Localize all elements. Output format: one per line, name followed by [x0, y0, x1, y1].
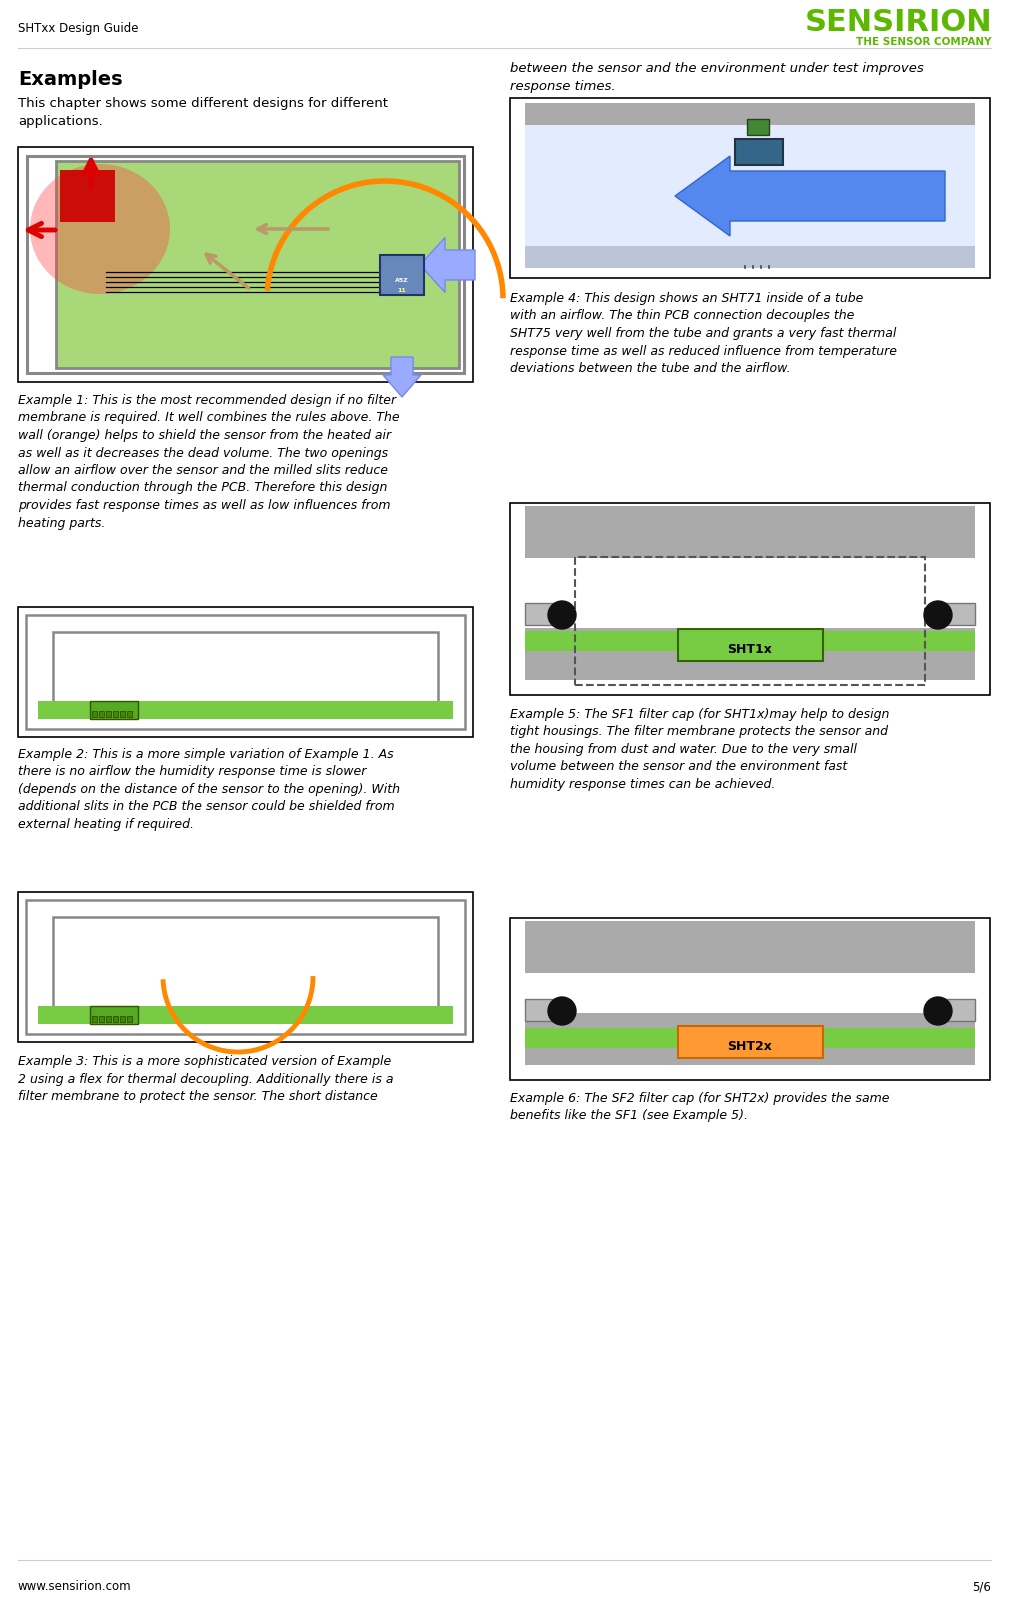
Bar — [113, 1016, 118, 1023]
Text: 5/6: 5/6 — [972, 1580, 991, 1593]
Bar — [26, 900, 465, 1034]
Text: Example 3: This is a more sophisticated version of Example
2 using a flex for th: Example 3: This is a more sophisticated … — [18, 1055, 394, 1103]
Bar — [678, 630, 823, 662]
Text: Example 5: The SF1 filter cap (for SHT1x)may help to design
tight housings. The : Example 5: The SF1 filter cap (for SHT1x… — [510, 708, 889, 791]
Text: THE SENSOR COMPANY: THE SENSOR COMPANY — [857, 37, 992, 46]
Bar — [113, 711, 118, 718]
Text: 11: 11 — [398, 288, 407, 292]
Text: www.sensirion.com: www.sensirion.com — [18, 1580, 131, 1593]
Circle shape — [924, 601, 952, 630]
Bar — [92, 1016, 97, 1023]
Text: Example 1: This is the most recommended design if no filter
membrane is required: Example 1: This is the most recommended … — [18, 395, 400, 529]
Bar — [57, 161, 459, 368]
Bar — [99, 1016, 104, 1023]
Text: SHTxx Design Guide: SHTxx Design Guide — [18, 22, 138, 35]
Bar — [92, 711, 97, 718]
Text: Example 4: This design shows an SHT71 inside of a tube
with an airflow. The thin: Example 4: This design shows an SHT71 in… — [510, 292, 897, 376]
FancyArrow shape — [675, 157, 945, 237]
Bar — [18, 607, 473, 737]
Bar — [525, 125, 975, 268]
Text: This chapter shows some different designs for different
applications.: This chapter shows some different design… — [18, 97, 388, 128]
Bar — [38, 1007, 453, 1024]
Bar — [18, 147, 473, 382]
Bar — [53, 917, 438, 1016]
Bar — [99, 711, 104, 718]
Bar — [937, 999, 975, 1021]
Bar — [525, 628, 975, 681]
Bar — [510, 917, 990, 1080]
Bar — [575, 558, 925, 686]
Bar — [525, 920, 975, 973]
Circle shape — [548, 601, 576, 630]
Bar — [735, 139, 783, 165]
Text: A5Z: A5Z — [396, 278, 409, 283]
Bar — [525, 602, 563, 625]
Text: SENSIRION: SENSIRION — [804, 8, 992, 37]
Bar — [120, 1016, 125, 1023]
Text: Example 6: The SF2 filter cap (for SHT2x) provides the same
benefits like the SF: Example 6: The SF2 filter cap (for SHT2x… — [510, 1091, 890, 1122]
Bar — [27, 157, 464, 372]
Bar — [18, 892, 473, 1042]
Text: Example 2: This is a more simple variation of Example 1. As
there is no airflow : Example 2: This is a more simple variati… — [18, 748, 400, 831]
Bar — [60, 169, 115, 222]
Bar — [127, 1016, 132, 1023]
Bar — [90, 1007, 138, 1024]
Bar — [127, 711, 132, 718]
Bar — [57, 161, 459, 368]
Bar — [525, 999, 563, 1021]
Circle shape — [548, 997, 576, 1024]
Bar — [510, 503, 990, 695]
Text: Examples: Examples — [18, 70, 123, 89]
Bar — [747, 118, 769, 134]
Bar — [678, 1026, 823, 1058]
Text: between the sensor and the environment under test improves
response times.: between the sensor and the environment u… — [510, 62, 924, 93]
Bar — [525, 631, 975, 650]
Bar — [53, 631, 438, 713]
Bar — [90, 702, 138, 719]
Bar — [120, 711, 125, 718]
Text: SHT2x: SHT2x — [727, 1040, 773, 1053]
Circle shape — [924, 997, 952, 1024]
Bar — [380, 256, 424, 296]
Text: SHT1x: SHT1x — [727, 642, 773, 657]
Bar — [525, 1028, 975, 1048]
Bar — [525, 246, 975, 268]
FancyArrow shape — [383, 356, 421, 396]
Bar — [525, 507, 975, 558]
Bar — [510, 97, 990, 278]
Bar — [106, 711, 111, 718]
FancyArrow shape — [420, 238, 475, 292]
Bar — [38, 702, 453, 719]
Bar — [525, 102, 975, 125]
Bar — [106, 1016, 111, 1023]
Bar — [525, 1013, 975, 1064]
Bar — [937, 602, 975, 625]
Bar — [26, 615, 465, 729]
Ellipse shape — [30, 165, 170, 294]
